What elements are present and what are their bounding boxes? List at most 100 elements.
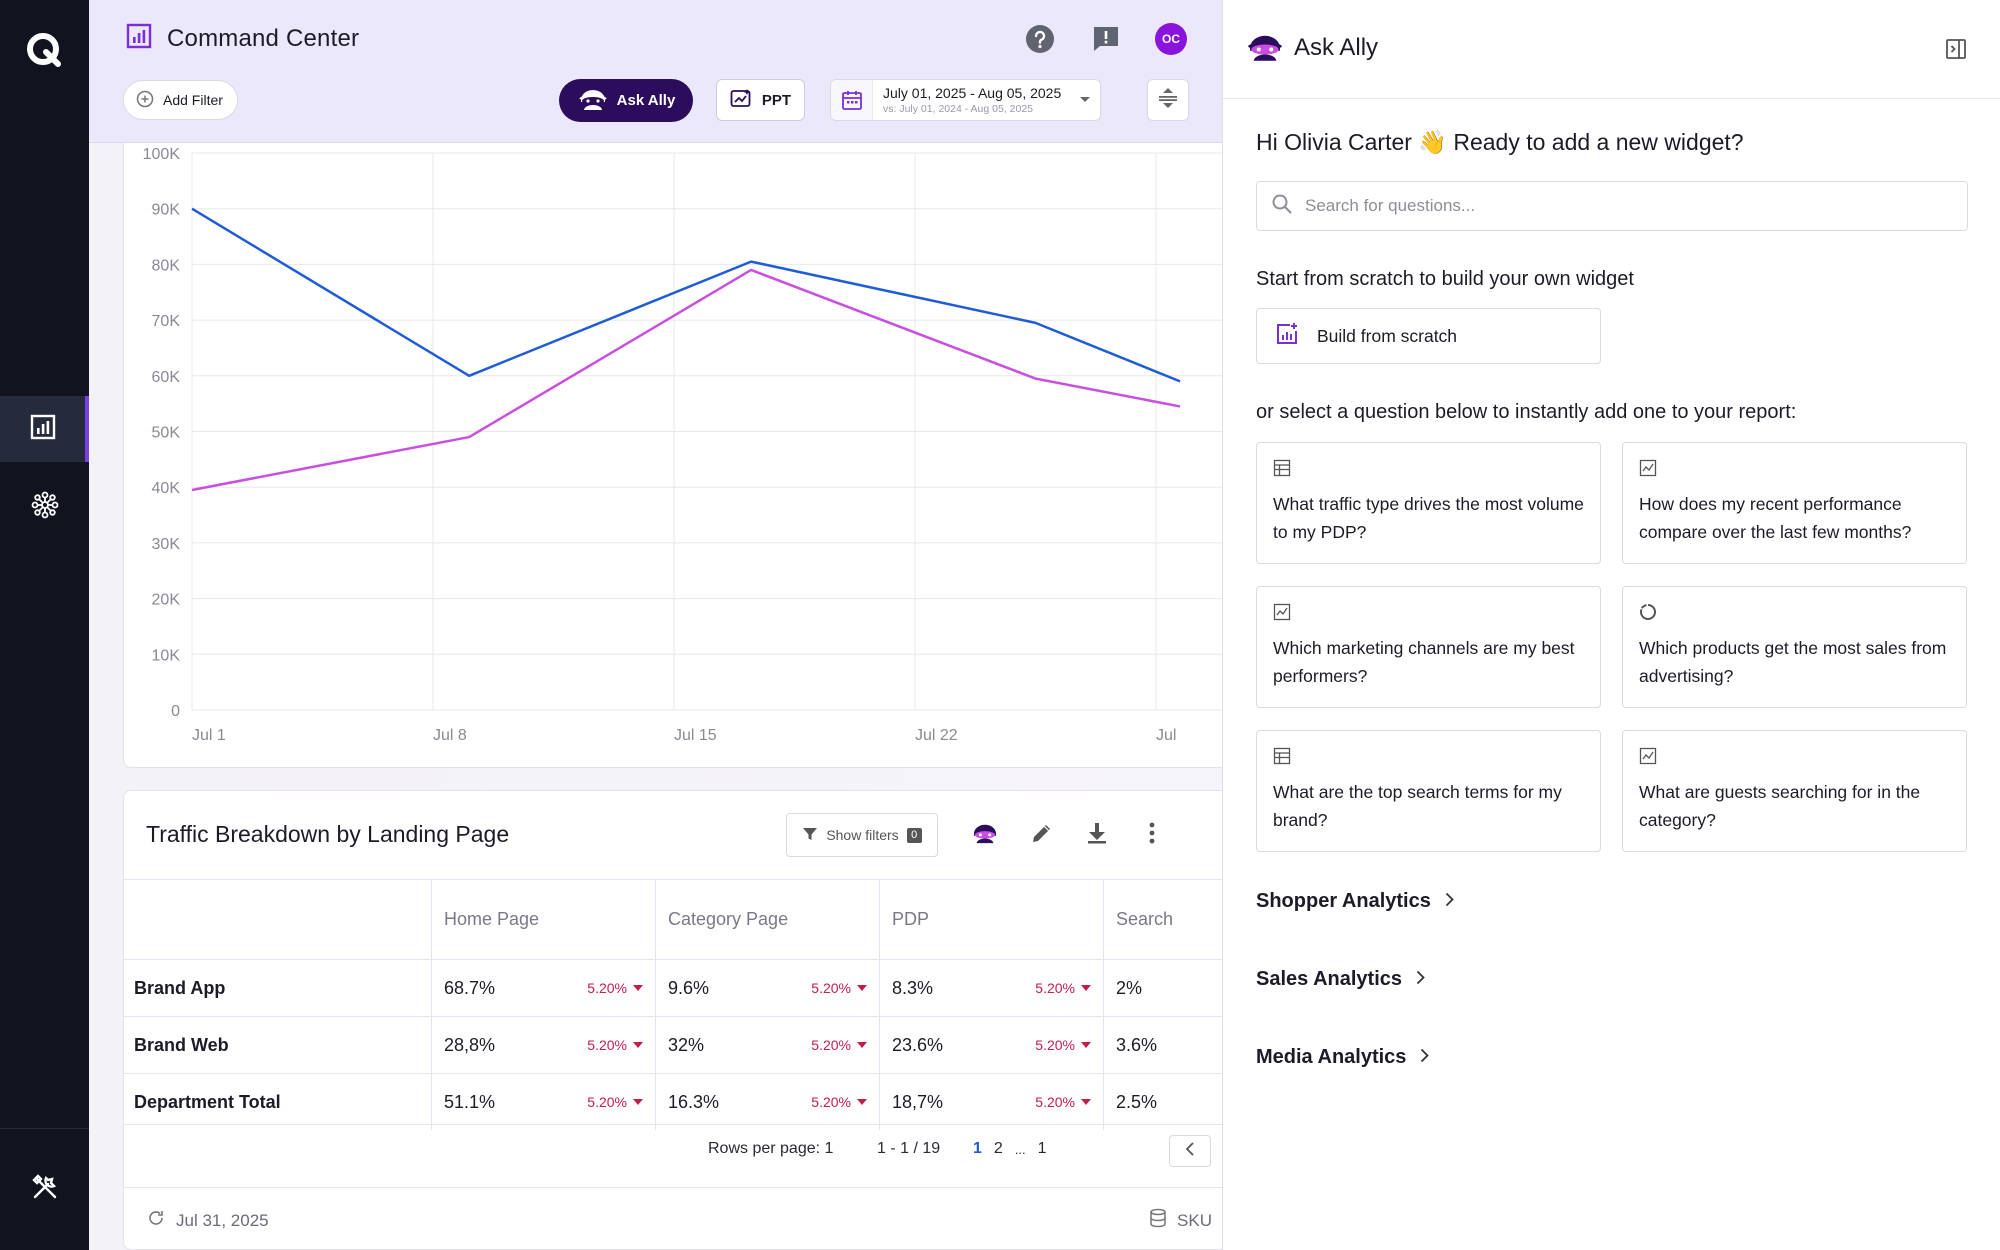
category-label: Shopper Analytics <box>1256 890 1431 912</box>
main-area: Command Center OC Add Filter Ask Ally PP… <box>89 0 1222 1250</box>
y-tick-label: 70K <box>152 313 181 330</box>
table-row[interactable]: Brand Web 28,8% 5.20% 32% 5.20% 23.6% 5.20% 3.6… <box>124 1016 1222 1073</box>
delta-down: 5.20% <box>811 980 867 996</box>
ally-mascot-icon <box>577 86 609 116</box>
edit-button[interactable] <box>1022 815 1062 855</box>
page-link[interactable]: 1 <box>1037 1140 1047 1157</box>
panel-title: Ask Ally <box>1294 34 1379 61</box>
caret-down-icon <box>633 1042 643 1048</box>
last-updated: Jul 31, 2025 <box>146 1208 269 1233</box>
page-ellipsis: ... <box>1014 1141 1026 1157</box>
avatar[interactable]: OC <box>1155 23 1187 55</box>
suggested-question-card[interactable]: What are the top search terms for my bra… <box>1256 730 1601 852</box>
suggested-question-card[interactable]: What traffic type drives the most volume… <box>1256 442 1601 564</box>
suggested-question-card[interactable]: What are guests searching for in the cat… <box>1622 730 1967 852</box>
line-chart-icon <box>1639 459 1657 482</box>
table-cell: 23.6% 5.20% <box>880 1017 1104 1073</box>
table-row[interactable]: Brand App 68.7% 5.20% 9.6% 5.20% 8.3% 5.20% 2% <box>124 959 1222 1016</box>
search-input[interactable] <box>1305 196 1925 216</box>
build-from-scratch-button[interactable]: Build from scratch <box>1256 308 1601 364</box>
show-filters-button[interactable]: Show filters 0 <box>786 813 938 857</box>
nav-tools[interactable] <box>0 1156 89 1222</box>
add-filter-button[interactable]: Add Filter <box>123 80 238 120</box>
y-tick-label: 50K <box>152 425 181 442</box>
ask-ally-widget-button[interactable] <box>965 815 1005 855</box>
caret-down-icon <box>633 985 643 991</box>
y-tick-label: 100K <box>143 146 181 163</box>
column-header-pdp[interactable]: PDP <box>880 880 1104 959</box>
collapse-panel-icon[interactable] <box>1945 38 1967 65</box>
y-tick-label: 10K <box>152 647 181 664</box>
card-footer: Jul 31, 2025 SKU <box>124 1187 1222 1249</box>
delta-down: 5.20% <box>811 1094 867 1110</box>
pencil-icon <box>1030 821 1054 850</box>
tools-icon <box>30 1172 60 1207</box>
chevron-right-icon <box>1416 968 1425 991</box>
series-line-1 <box>191 268 1181 492</box>
row-label: Brand Web <box>124 1017 432 1073</box>
table-header-row: Home Page Category Page PDP Search <box>124 879 1222 959</box>
table-cell: 28,8% 5.20% <box>432 1017 656 1073</box>
table-cell: 32% 5.20% <box>656 1017 880 1073</box>
category-media-analytics[interactable]: Media Analytics <box>1256 1046 1430 1069</box>
caret-down-icon <box>633 1099 643 1105</box>
rows-per-page[interactable]: Rows per page: 1 <box>708 1140 834 1157</box>
more-options-button[interactable] <box>1132 815 1172 855</box>
row-density-button[interactable] <box>1147 79 1189 121</box>
x-tick-label: Jul 1 <box>192 727 226 744</box>
plus-circle-icon <box>136 90 154 111</box>
nav-network[interactable] <box>0 474 89 540</box>
nav-reports[interactable] <box>0 396 89 462</box>
category-shopper-analytics[interactable]: Shopper Analytics <box>1256 890 1454 913</box>
column-header-category-page[interactable]: Category Page <box>656 880 880 959</box>
table-cell: 8.3% 5.20% <box>880 960 1104 1016</box>
feedback-icon[interactable] <box>1089 22 1123 56</box>
table-row[interactable]: Department Total 51.1% 5.20% 16.3% 5.20% 18,7… <box>124 1073 1222 1130</box>
y-tick-label: 0 <box>171 703 180 720</box>
date-range-picker[interactable]: July 01, 2025 - Aug 05, 2025 vs: July 01… <box>830 79 1101 121</box>
download-icon <box>1086 821 1108 850</box>
category-sales-analytics[interactable]: Sales Analytics <box>1256 968 1425 991</box>
page-link[interactable]: 1 <box>973 1140 982 1157</box>
table-cell: 2% <box>1104 960 1222 1016</box>
ally-mascot-icon <box>970 821 1000 850</box>
data-source: SKU <box>1149 1208 1212 1233</box>
column-header-search[interactable]: Search <box>1116 909 1174 929</box>
greeting-text: Hi Olivia Carter 👋 Ready to add a new wi… <box>1256 129 1744 155</box>
suggested-question-card[interactable]: Which products get the most sales from a… <box>1622 586 1967 708</box>
suggested-question-card[interactable]: How does my recent performance compare o… <box>1622 442 1967 564</box>
cell-value: 51.1% <box>444 1091 496 1112</box>
pagination: Rows per page: 1 1 - 1 / 19 1 2 ... 1 <box>124 1124 1222 1176</box>
q-logo-icon[interactable] <box>22 28 67 73</box>
question-text: How does my recent performance compare o… <box>1639 494 1912 542</box>
cell-value: 18,7% <box>892 1091 944 1112</box>
prev-page-button[interactable] <box>1169 1135 1211 1167</box>
ally-mascot-icon <box>1245 30 1285 69</box>
data-source-label: SKU <box>1177 1210 1212 1230</box>
download-button[interactable] <box>1077 815 1117 855</box>
y-tick-label: 90K <box>152 202 181 219</box>
ppt-button[interactable]: PPT <box>716 79 805 121</box>
cell-value: 2% <box>1116 977 1143 998</box>
delta-down: 5.20% <box>587 1037 643 1053</box>
presentation-icon <box>730 88 752 112</box>
cell-value: 23.6% <box>892 1034 944 1055</box>
database-icon <box>1149 1208 1167 1233</box>
delta-down: 5.20% <box>587 980 643 996</box>
header: Command Center OC Add Filter Ask Ally PP… <box>89 0 1222 143</box>
question-search[interactable] <box>1256 181 1968 231</box>
column-header-home-page[interactable]: Home Page <box>432 880 656 959</box>
caret-down-icon <box>857 1042 867 1048</box>
report-chart-icon <box>29 413 57 446</box>
x-tick-label: Jul 15 <box>674 727 717 744</box>
more-vertical-icon <box>1149 821 1155 850</box>
delta-value: 5.20% <box>811 1094 851 1110</box>
ask-ally-button[interactable]: Ask Ally <box>559 79 693 122</box>
question-text: Which marketing channels are my best per… <box>1273 638 1575 686</box>
delta-down: 5.20% <box>1035 1037 1091 1053</box>
line-chart-icon <box>1273 603 1291 626</box>
suggested-question-card[interactable]: Which marketing channels are my best per… <box>1256 586 1601 708</box>
page-link[interactable]: 2 <box>993 1140 1003 1157</box>
delta-value: 5.20% <box>1035 1037 1075 1053</box>
help-icon[interactable] <box>1023 22 1057 56</box>
